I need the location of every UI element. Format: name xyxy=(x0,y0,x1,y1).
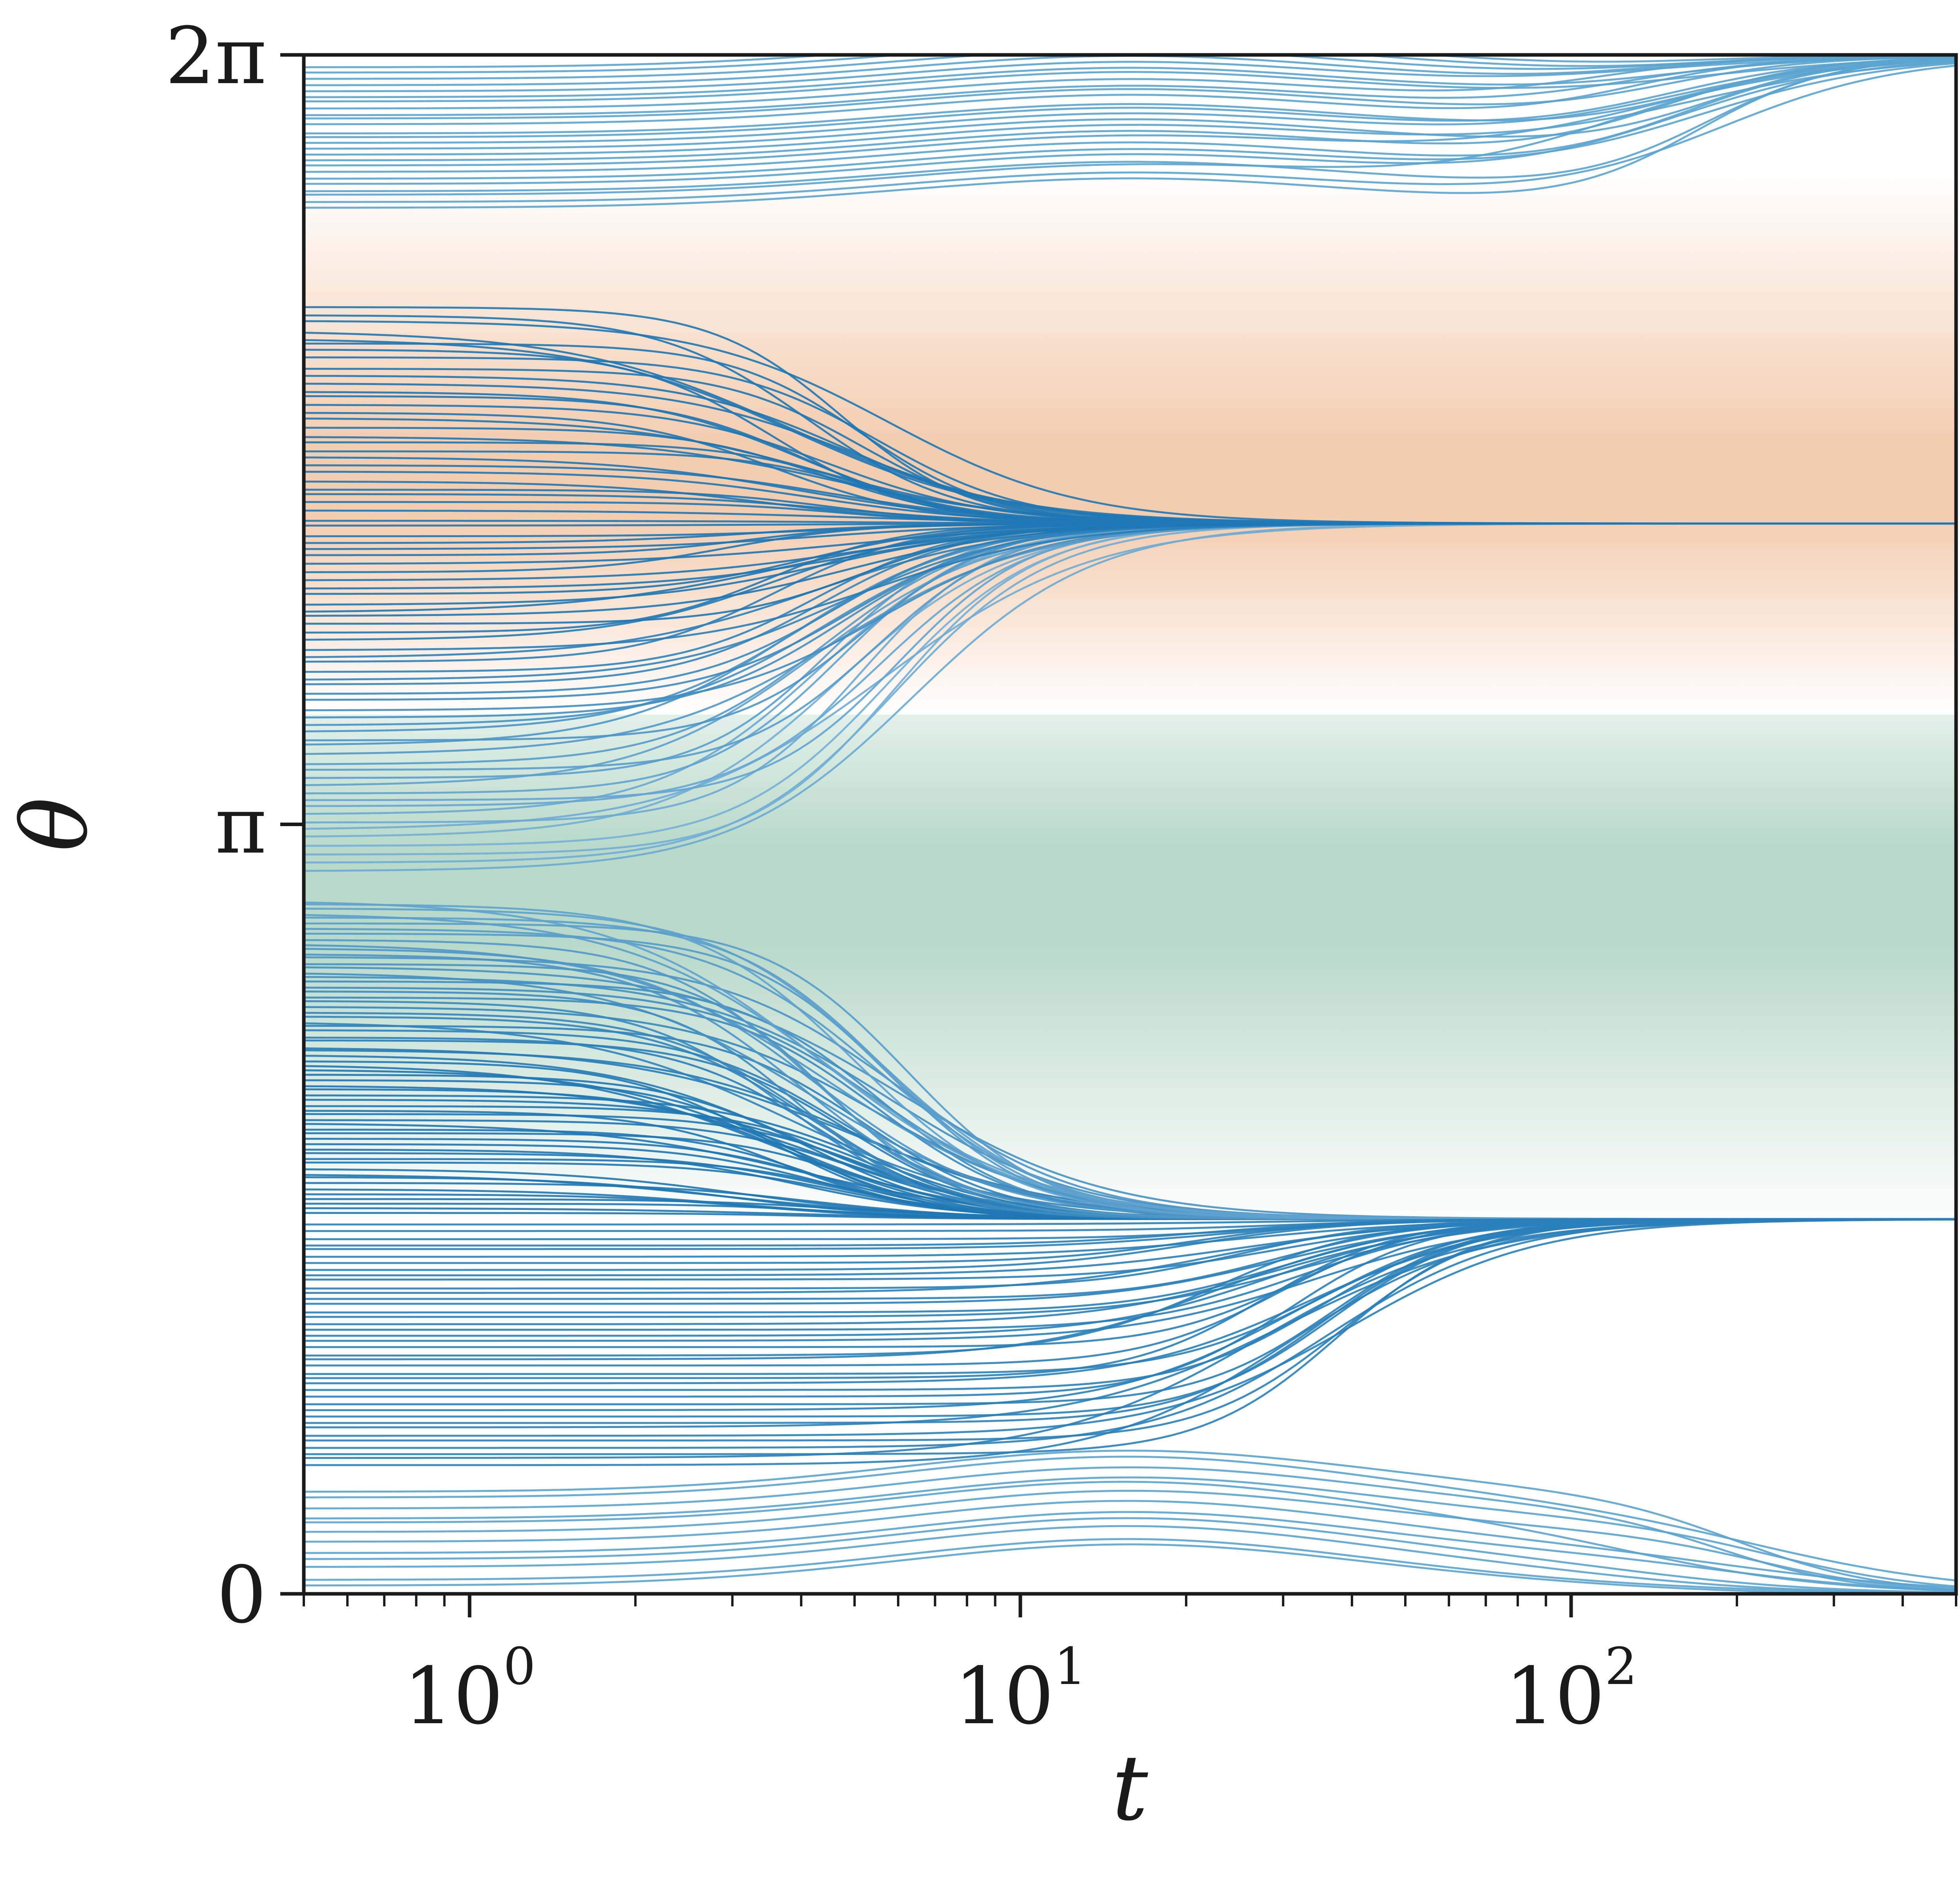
x-axis-label: t xyxy=(1112,1736,1148,1841)
trajectory-line xyxy=(304,1455,1956,1582)
trajectory-line xyxy=(304,55,1956,68)
x-tick-label: 101 xyxy=(954,1637,1086,1742)
trajectory-line xyxy=(304,1500,1956,1589)
trajectory-line xyxy=(304,58,1956,173)
trajectory-line xyxy=(304,56,1956,98)
trajectory-line xyxy=(304,1218,1956,1437)
y-tick-label: π xyxy=(215,780,267,872)
trajectory-line xyxy=(304,1218,1956,1226)
trajectory-line xyxy=(304,1517,1956,1593)
trajectory-line xyxy=(304,58,1956,193)
trajectory-line xyxy=(304,1476,1956,1588)
trajectory-line xyxy=(304,62,1956,180)
trajectory-line xyxy=(304,56,1956,162)
x-tick-label: 102 xyxy=(1505,1637,1637,1742)
trajectory-line xyxy=(304,1490,1956,1591)
y-tick-label: 2π xyxy=(165,11,267,102)
trajectory-line xyxy=(304,58,1956,102)
trajectory-line xyxy=(304,57,1956,150)
x-tick-label: 100 xyxy=(403,1637,535,1742)
trajectory-line xyxy=(304,1511,1956,1591)
trajectory-line xyxy=(304,1450,1956,1590)
trajectory-line xyxy=(304,57,1956,134)
trajectory-line xyxy=(304,1218,1956,1428)
trajectory-line xyxy=(304,1525,1956,1594)
y-tick-label: 0 xyxy=(217,1550,267,1641)
trajectory-line xyxy=(304,1543,1956,1594)
trajectory-line xyxy=(304,1466,1956,1592)
trajectory-line xyxy=(304,55,1956,125)
trajectory-lines xyxy=(304,55,1956,1594)
trajectory-line xyxy=(304,57,1956,138)
x-axis-ticks: 100 101 102 xyxy=(303,1594,1957,1742)
trajectory-line xyxy=(304,56,1956,120)
y-axis-ticks: 0 π 2π xyxy=(165,11,304,1641)
trajectory-line xyxy=(304,306,1956,525)
trajectory-line xyxy=(304,1538,1956,1594)
trajectory-line xyxy=(304,58,1956,209)
trajectory-line xyxy=(304,64,1956,203)
trajectory-line xyxy=(304,60,1956,167)
trajectory-line xyxy=(304,1218,1956,1342)
trajectory-line xyxy=(304,60,1956,185)
trajectory-line xyxy=(304,56,1956,93)
y-axis-label: θ xyxy=(3,797,108,851)
trajectory-line xyxy=(304,58,1956,144)
trajectory-line xyxy=(304,61,1956,156)
trajectory-line xyxy=(304,55,1956,74)
trajectory-line xyxy=(304,1481,1956,1592)
